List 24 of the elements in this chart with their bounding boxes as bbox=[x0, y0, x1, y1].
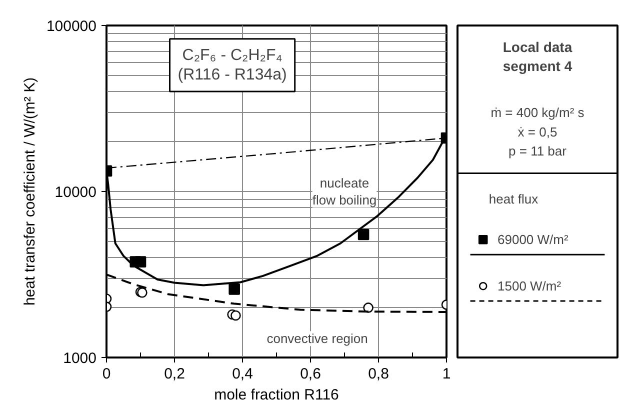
point bbox=[134, 256, 146, 268]
x-tick-label: 0,4 bbox=[232, 366, 253, 382]
y-tick-label: 10000 bbox=[54, 184, 97, 201]
x-axis-title: mole fraction R116 bbox=[214, 386, 339, 404]
text: ẋ = 0,5 bbox=[518, 124, 558, 140]
x-tick-label: 0,8 bbox=[368, 366, 389, 382]
x-tick-label: 0,6 bbox=[300, 366, 321, 382]
annotation: nucleate flow boiling bbox=[312, 175, 377, 208]
y-axis-title: heat transfer coefficient / W/(m² K) bbox=[21, 77, 38, 306]
x-tick-label: 0 bbox=[102, 366, 111, 382]
y-tick-label: 1000 bbox=[63, 350, 97, 367]
x-tick-label: 0,2 bbox=[164, 366, 185, 382]
text: Local data segment 4 bbox=[502, 38, 572, 74]
legend-label: 69000 W/m² bbox=[498, 232, 569, 248]
x-tick-label: 1 bbox=[442, 366, 451, 382]
y-tick-label: 100000 bbox=[46, 18, 97, 35]
point bbox=[228, 284, 240, 295]
text: C₂F₆ - C₂H₂F₄ (R116 - R134a) bbox=[178, 46, 287, 84]
legend-title: heat flux bbox=[488, 192, 539, 206]
text: p = 11 bar bbox=[508, 144, 568, 159]
annotation: convective region bbox=[266, 331, 368, 346]
legend-label: 1500 W/m² bbox=[498, 278, 562, 294]
text: ṁ = 400 kg/m² s bbox=[490, 105, 585, 120]
point bbox=[230, 310, 241, 321]
